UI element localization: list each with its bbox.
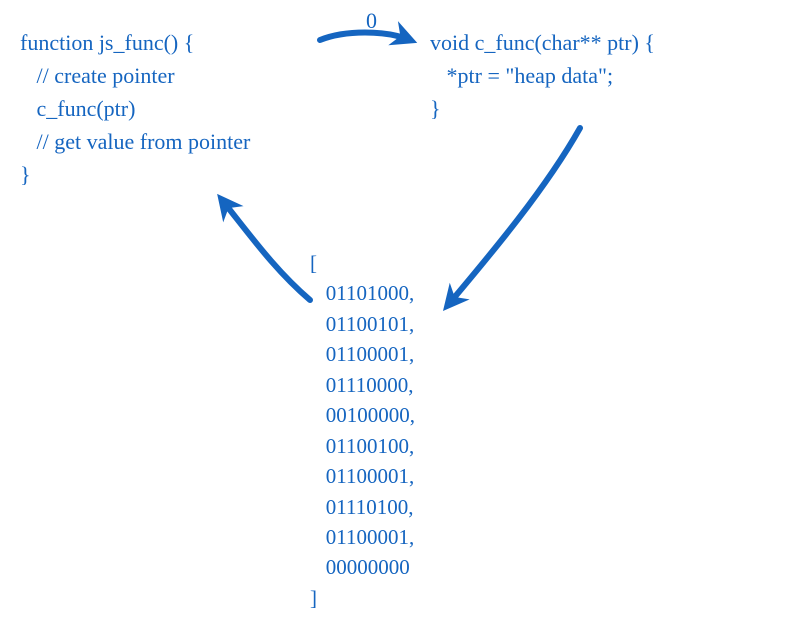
code-line: // get value from pointer xyxy=(20,125,250,158)
byte-value: 01100100, xyxy=(310,434,414,458)
code-line: c_func(ptr) xyxy=(20,92,250,125)
byte-value: 00000000 xyxy=(310,555,410,579)
c-function-code: void c_func(char** ptr) { *ptr = "heap d… xyxy=(430,26,655,125)
arrow-top-label: 0 xyxy=(366,8,377,34)
code-line: } xyxy=(20,158,250,191)
arrow-js-to-c xyxy=(320,33,410,41)
arrow-c-to-heap xyxy=(448,128,580,305)
byte-value: 01110000, xyxy=(310,373,413,397)
byte-value: 01100001, xyxy=(310,342,414,366)
bracket-open: [ xyxy=(310,251,317,275)
code-line: void c_func(char** ptr) { xyxy=(430,26,655,59)
code-line: *ptr = "heap data"; xyxy=(430,59,655,92)
byte-value: 01100101, xyxy=(310,312,414,336)
byte-value: 00100000, xyxy=(310,403,415,427)
byte-value: 01110100, xyxy=(310,495,413,519)
js-function-code: function js_func() { // create pointer c… xyxy=(20,26,250,191)
byte-value: 01100001, xyxy=(310,464,414,488)
byte-value: 01100001, xyxy=(310,525,414,549)
heap-bytes-array: [ 01101000, 01100101, 01100001, 01110000… xyxy=(310,248,415,613)
bracket-close: ] xyxy=(310,586,317,610)
byte-value: 01101000, xyxy=(310,281,414,305)
code-line: } xyxy=(430,92,655,125)
diagram-stage: function js_func() { // create pointer c… xyxy=(0,0,800,640)
code-line: // create pointer xyxy=(20,59,250,92)
code-line: function js_func() { xyxy=(20,26,250,59)
arrow-heap-to-js xyxy=(222,200,310,300)
